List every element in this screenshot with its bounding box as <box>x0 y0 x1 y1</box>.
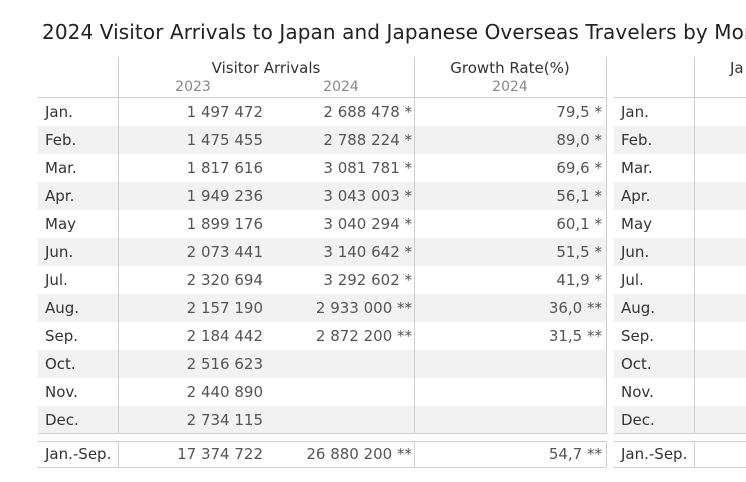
row-stripe-right <box>614 182 746 210</box>
arrivals-2024-value: 3 081 781 * <box>323 159 412 177</box>
growth-2024-value: 51,5 * <box>556 243 602 261</box>
arrivals-2024-value: 3 043 003 * <box>323 187 412 205</box>
subheader-2024: 2024 <box>323 79 359 95</box>
header-bottom-line <box>38 97 606 98</box>
row-stripe <box>38 350 606 378</box>
table-bottom-line-right <box>614 433 746 434</box>
row-stripe-right <box>614 406 746 434</box>
row-stripe <box>38 406 606 434</box>
month-label-right: Dec. <box>621 411 655 429</box>
month-label-right: Feb. <box>621 131 653 149</box>
arrivals-2023-value: 1 497 472 <box>186 103 263 121</box>
total-arrivals-2024: 26 880 200 ** <box>306 445 412 463</box>
arrivals-2023-value: 2 734 115 <box>186 411 263 429</box>
arrivals-2024-value: 2 933 000 ** <box>315 299 412 317</box>
header-visitor-arrivals: Visitor Arrivals <box>211 59 321 77</box>
header-right-block: Ja <box>730 59 744 77</box>
row-stripe <box>38 126 606 154</box>
month-label-right: Mar. <box>621 159 653 177</box>
total-bottom-line <box>38 467 606 468</box>
arrivals-2024-value: 2 688 478 * <box>323 103 412 121</box>
arrivals-2023-value: 1 817 616 <box>186 159 263 177</box>
row-stripe-right <box>614 126 746 154</box>
growth-2024-value: 41,9 * <box>556 271 602 289</box>
arrivals-2023-value: 2 184 442 <box>186 327 263 345</box>
column-divider-growth-right <box>606 57 607 434</box>
growth-2024-value: 89,0 * <box>556 131 602 149</box>
month-label-right: Jan. <box>621 103 649 121</box>
month-label-right: Aug. <box>621 299 656 317</box>
total-top-line-right <box>614 441 746 442</box>
arrivals-2023-value: 2 516 623 <box>186 355 263 373</box>
arrivals-2024-value: 3 040 294 * <box>323 215 412 233</box>
arrivals-2023-value: 2 157 190 <box>186 299 263 317</box>
arrivals-2023-value: 2 073 441 <box>186 243 263 261</box>
month-label: Jun. <box>45 243 74 261</box>
header-divider <box>118 57 119 434</box>
month-label: Aug. <box>45 299 80 317</box>
total-top-line <box>38 441 606 442</box>
growth-2024-value: 56,1 * <box>556 187 602 205</box>
month-label-right: May <box>621 215 653 233</box>
total-divider-right <box>694 441 695 467</box>
arrivals-2023-value: 2 320 694 <box>186 271 263 289</box>
right-block-divider <box>694 57 695 434</box>
month-label-right: Sep. <box>621 327 655 345</box>
row-stripe-right <box>614 294 746 322</box>
month-label: Mar. <box>45 159 77 177</box>
month-label-right: Jul. <box>621 271 644 289</box>
growth-2024-value: 60,1 * <box>556 215 602 233</box>
month-label: Feb. <box>45 131 77 149</box>
month-label: Dec. <box>45 411 79 429</box>
row-stripe-right <box>614 238 746 266</box>
growth-2024-value: 31,5 ** <box>548 327 602 345</box>
month-label: Sep. <box>45 327 79 345</box>
subheader-growth-2024: 2024 <box>492 79 528 95</box>
row-stripe-right <box>614 350 746 378</box>
header-growth-rate: Growth Rate(%) <box>450 59 570 77</box>
month-label: Jul. <box>45 271 68 289</box>
total-arrivals-2023: 17 374 722 <box>177 445 263 463</box>
month-label-right: Apr. <box>621 187 651 205</box>
growth-2024-value: 69,6 * <box>556 159 602 177</box>
total-divider-growth <box>414 441 415 467</box>
table-bottom-line <box>38 433 606 434</box>
growth-2024-value: 36,0 ** <box>548 299 602 317</box>
growth-2024-value: 79,5 * <box>556 103 602 121</box>
month-label-right: Nov. <box>621 383 654 401</box>
total-label: Jan.-Sep. <box>45 445 112 463</box>
subheader-2023: 2023 <box>175 79 211 95</box>
month-label-right: Jun. <box>621 243 650 261</box>
arrivals-2023-value: 1 949 236 <box>186 187 263 205</box>
column-divider-growth <box>414 57 415 434</box>
total-divider <box>118 441 119 467</box>
row-stripe <box>38 182 606 210</box>
header-bottom-line-right <box>614 97 746 98</box>
arrivals-2024-value: 2 872 200 ** <box>315 327 412 345</box>
arrivals-2023-value: 2 440 890 <box>186 383 263 401</box>
total-label-right: Jan.-Sep. <box>621 445 688 463</box>
arrivals-2024-value: 3 292 602 * <box>323 271 412 289</box>
month-label: Oct. <box>45 355 76 373</box>
month-label-right: Oct. <box>621 355 652 373</box>
month-label: Nov. <box>45 383 78 401</box>
month-label: Jan. <box>45 103 73 121</box>
total-bottom-line-right <box>614 467 746 468</box>
arrivals-2023-value: 1 475 455 <box>186 131 263 149</box>
table-title: 2024 Visitor Arrivals to Japan and Japan… <box>42 20 746 44</box>
total-growth-2024: 54,7 ** <box>548 445 602 463</box>
arrivals-2024-value: 2 788 224 * <box>323 131 412 149</box>
month-label: Apr. <box>45 187 75 205</box>
total-divider-growth-right <box>606 441 607 467</box>
arrivals-2024-value: 3 140 642 * <box>323 243 412 261</box>
row-stripe <box>38 238 606 266</box>
month-label: May <box>45 215 77 233</box>
arrivals-2023-value: 1 899 176 <box>186 215 263 233</box>
row-stripe <box>38 294 606 322</box>
